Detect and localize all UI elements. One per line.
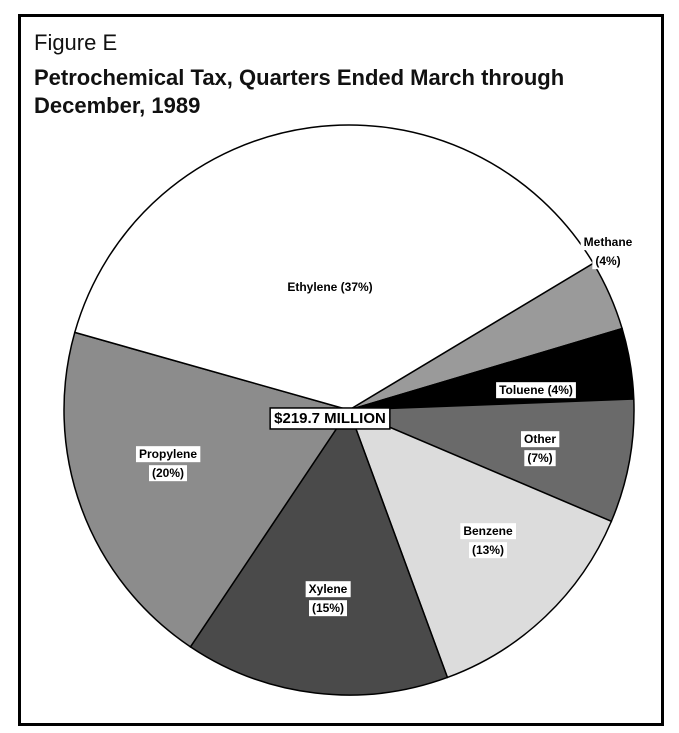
value-label: (37%) (341, 280, 373, 294)
pie-slice (348, 398, 635, 523)
pie-slice (189, 408, 449, 696)
slice-label: Toluene (4%) (499, 383, 573, 397)
center-label: $219.7 MILLION (274, 410, 386, 427)
slice-label: Xylene (309, 582, 348, 596)
slice-label: (13%) (472, 543, 504, 557)
category-name: Toluene (499, 383, 544, 397)
slice-label: Ethylene (37%) (287, 280, 372, 294)
slice-label: Other (524, 432, 556, 446)
label-box (520, 431, 560, 448)
label-box (284, 279, 376, 296)
slice-label: (4%) (595, 254, 620, 268)
slice-label: (7%) (527, 451, 552, 465)
slice-label: Benzene (463, 524, 513, 538)
slice-label: Propylene (139, 447, 197, 461)
label-box (460, 523, 516, 540)
label-box (524, 450, 556, 467)
label-box (496, 382, 576, 399)
label-box (592, 253, 624, 270)
value-label: (4%) (548, 383, 573, 397)
slice-label: (20%) (152, 466, 184, 480)
label-box (308, 600, 348, 617)
figure-frame (18, 14, 664, 726)
label-box (580, 234, 636, 251)
label-box (148, 465, 188, 482)
chart-title: Petrochemical Tax, Quarters Ended March … (34, 65, 565, 118)
label-box (135, 446, 201, 463)
slice-label: (15%) (312, 601, 344, 615)
slice-label: Methane (584, 235, 633, 249)
label-box (305, 581, 351, 598)
category-name: Ethylene (287, 280, 337, 294)
label-box (468, 542, 508, 559)
label-box (269, 407, 391, 430)
pie-slice (73, 124, 595, 411)
figure-label: Figure E (34, 30, 118, 55)
